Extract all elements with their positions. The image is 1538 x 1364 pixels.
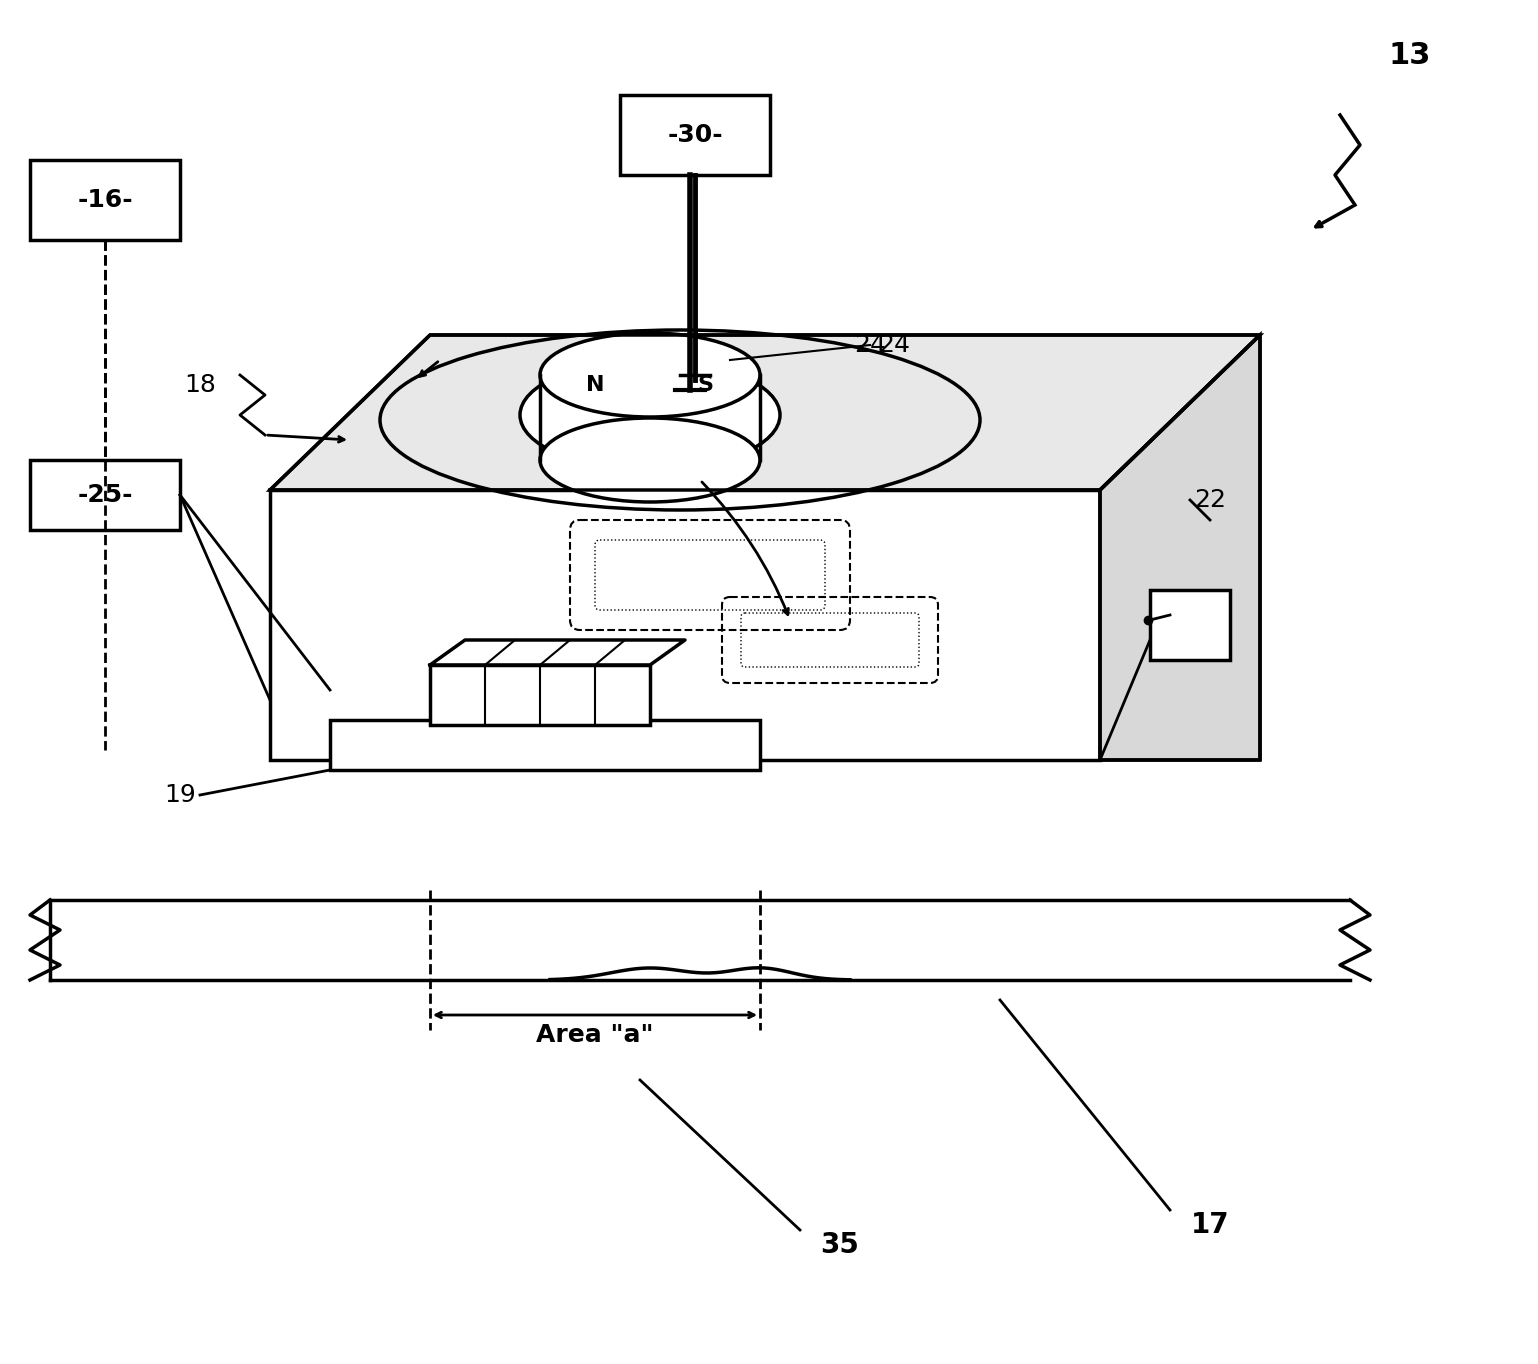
Text: -25-: -25- [77,483,132,507]
Bar [484,666,531,720]
Text: 13: 13 [1389,41,1432,70]
Bar [540,666,584,720]
Text: 18: 18 [185,372,215,397]
Text: -30-: -30- [667,123,723,147]
Bar [31,460,180,531]
Bar [431,666,475,720]
Bar [1150,591,1230,660]
Bar [620,95,771,175]
Text: 24: 24 [878,333,910,357]
Bar [331,720,760,771]
Text: -16-: -16- [77,188,132,211]
Text: 24: 24 [854,333,886,357]
Text: 19: 19 [165,783,195,807]
Bar [595,666,640,720]
Ellipse shape [520,360,780,471]
Text: S: S [697,375,714,396]
Text: 17: 17 [1190,1211,1229,1239]
Polygon shape [271,336,1260,490]
Ellipse shape [540,333,760,417]
Polygon shape [1100,336,1260,760]
Bar [271,490,1100,760]
Bar [31,160,180,240]
Ellipse shape [540,417,760,502]
Text: N: N [586,375,604,396]
Bar [431,666,651,726]
Text: 22: 22 [1193,488,1226,512]
Text: 35: 35 [821,1230,860,1259]
Text: Area "a": Area "a" [537,1023,654,1048]
